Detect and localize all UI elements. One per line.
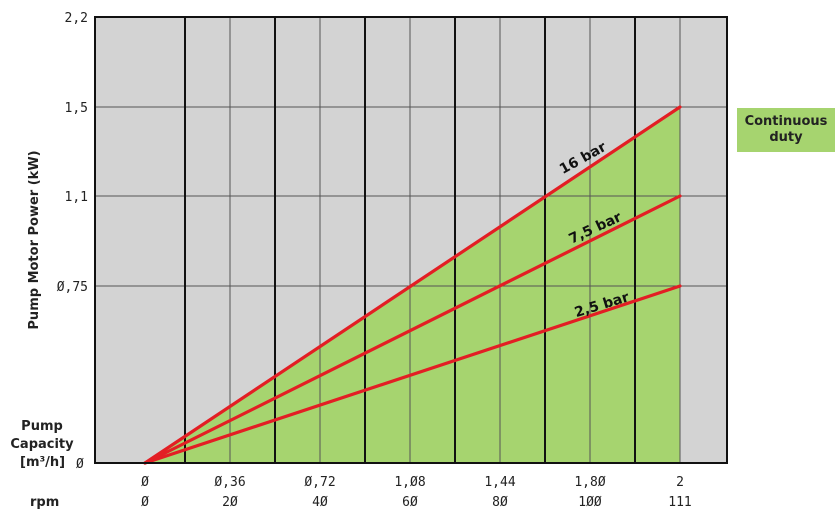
y-tick-label: 1,5 bbox=[65, 101, 88, 116]
x-tick-label: Ø,72 bbox=[304, 475, 335, 490]
rpm-tick-label: 111 bbox=[668, 495, 691, 510]
legend-continuous-duty: Continuous duty bbox=[737, 108, 835, 152]
y-axis-label: Pump Motor Power (kW) bbox=[27, 150, 42, 329]
x-tick-label: 1,8Ø bbox=[574, 475, 605, 490]
x-tick-label: 2 bbox=[676, 475, 684, 490]
series-line-1 bbox=[143, 105, 682, 465]
capacity-axis-label-line: [m³/h] bbox=[20, 455, 65, 470]
legend-label: Continuous duty bbox=[744, 114, 828, 145]
rpm-axis-label: rpm bbox=[30, 495, 59, 510]
x-tick-label: Ø,36 bbox=[214, 475, 245, 490]
rpm-tick-label: 4Ø bbox=[312, 495, 328, 510]
capacity-axis-label-line: Pump bbox=[21, 419, 63, 434]
plot-border bbox=[94, 16, 728, 464]
y-tick-label: 1,1 bbox=[65, 190, 88, 205]
capacity-origin-label: Ø bbox=[76, 457, 84, 472]
rpm-tick-label: Ø bbox=[141, 495, 149, 510]
capacity-axis-label-line: Capacity bbox=[10, 437, 74, 452]
series-line-2 bbox=[143, 194, 682, 465]
rpm-tick-label: 2Ø bbox=[222, 495, 238, 510]
x-tick-label: 1,Ø8 bbox=[394, 475, 425, 490]
x-tick-label: 1,44 bbox=[484, 475, 515, 490]
rpm-tick-label: 1ØØ bbox=[578, 495, 602, 510]
y-tick-label: Ø,75 bbox=[57, 280, 88, 295]
rpm-tick-label: 6Ø bbox=[402, 495, 418, 510]
y-tick-label: 2,2 bbox=[65, 11, 88, 26]
rpm-tick-label: 8Ø bbox=[492, 495, 508, 510]
series-line-3 bbox=[143, 284, 682, 465]
x-tick-label: Ø bbox=[141, 475, 149, 490]
